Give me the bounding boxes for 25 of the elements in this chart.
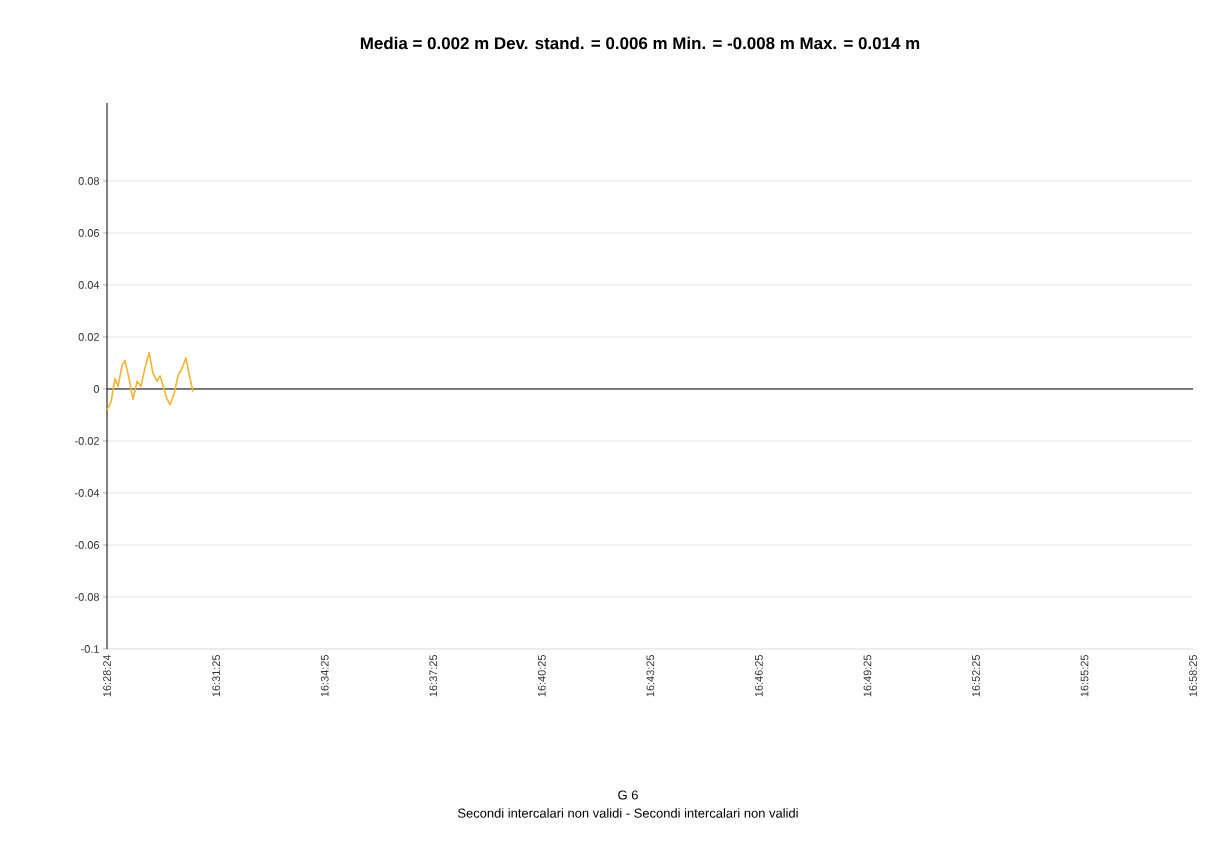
text: Secondi intercalari non validi - Secondi intercalari non validi: [457, 808, 798, 818]
x-tick-label: 16:58:25: [1189, 654, 1197, 697]
y-tick-label: 0.02: [78, 333, 99, 341]
text: G 6: [618, 790, 638, 800]
x-tick-label: 16:37:25: [429, 654, 438, 697]
x-tick-label: 16:43:25: [646, 654, 655, 697]
y-tick-label: -0.1: [81, 645, 99, 653]
y-tick-label: -0.08: [75, 593, 100, 601]
x-tick-label: 16:28:24: [103, 654, 111, 697]
x-tick-label: 16:46:25: [755, 654, 763, 697]
x-tick-label: 16:49:25: [863, 654, 872, 697]
line-series: [106, 351, 194, 411]
y-tick-label: -0.02: [75, 437, 99, 445]
x-tick-label: 16:55:25: [1080, 654, 1089, 697]
y-tick-label: 0: [93, 385, 100, 393]
x-tick-label: 16:40:25: [537, 654, 546, 697]
chart-title: Media = 0.002 m Dev. stand. = 0.006 m Min. = -0.008 m Max. = 0.014 m: [360, 36, 920, 50]
x-tick-label: 16:31:25: [212, 654, 221, 697]
y-tick-label: -0.04: [75, 489, 100, 497]
x-tick-label: 16:34:25: [320, 654, 329, 697]
y-tick-label: 0.04: [78, 281, 100, 289]
y-tick-label: 0.08: [78, 177, 100, 185]
x-tick-label: 16:52:25: [972, 654, 980, 697]
y-tick-label: 0.06: [78, 229, 100, 237]
y-tick-label: -0.06: [75, 541, 100, 549]
